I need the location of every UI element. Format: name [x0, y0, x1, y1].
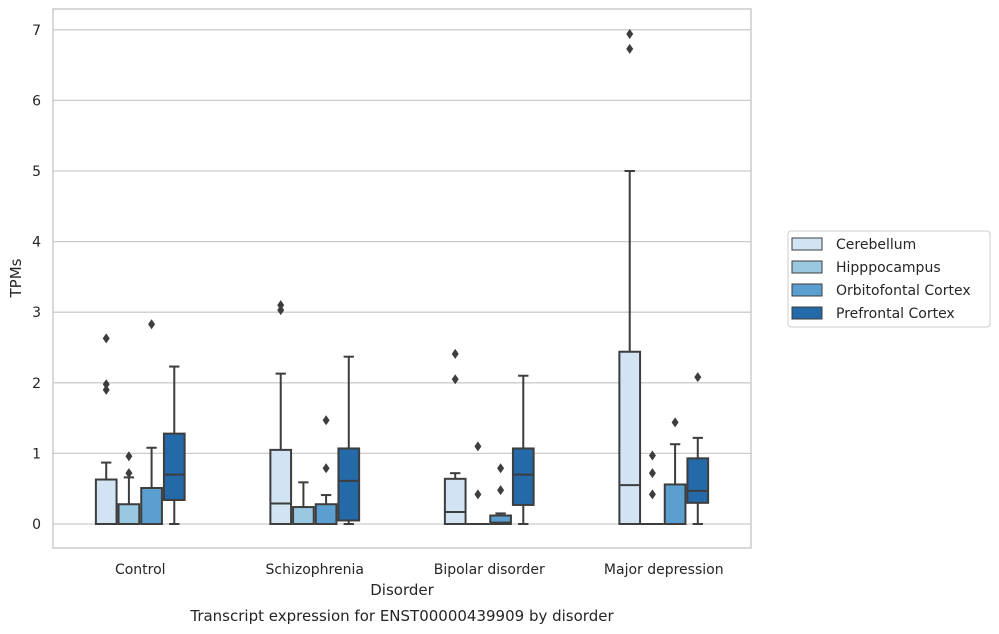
box-cerebellum	[269, 300, 293, 525]
grid-lines	[53, 29, 751, 525]
outlier-point	[648, 468, 656, 479]
outlier-point	[474, 489, 482, 500]
outlier-point	[648, 450, 656, 461]
outlier-point	[451, 348, 459, 359]
legend-label: Cerebellum	[836, 237, 916, 253]
box-iqr	[663, 483, 687, 525]
box-hipppocampus	[466, 441, 490, 526]
box-cerebellum	[618, 29, 642, 525]
legend: Cerebellum Hipppocampus Orbitofontal Corte…	[787, 230, 991, 328]
box-series	[94, 29, 710, 526]
x-axis-label: Disorder	[370, 581, 434, 599]
box-iqr	[686, 457, 710, 504]
legend-swatch	[791, 283, 823, 297]
box-iqr	[117, 503, 141, 525]
outlier-point	[648, 489, 656, 500]
legend-label: Prefrontal Cortex	[836, 306, 955, 322]
outlier-point	[497, 463, 505, 474]
y-tick-label: 1	[32, 446, 41, 462]
legend-label: Orbitofontal Cortex	[836, 283, 971, 299]
x-tick-label: Bipolar disorder	[434, 562, 545, 578]
box-prefrontal-cortex	[337, 355, 361, 525]
y-axis-label: TPMs	[7, 258, 25, 298]
outlier-point	[322, 415, 330, 426]
box-cerebellum	[443, 348, 467, 526]
box-hipppocampus	[117, 451, 141, 525]
plot-frame	[52, 8, 752, 549]
outlier-point	[322, 463, 330, 474]
y-tick-label: 6	[32, 93, 41, 109]
outlier-point	[125, 468, 133, 479]
outlier-point	[497, 485, 505, 496]
legend-label: Hipppocampus	[836, 260, 941, 276]
box-orbitofontal-cortex	[663, 417, 687, 525]
outlier-point	[626, 43, 634, 54]
box-prefrontal-cortex	[162, 365, 186, 525]
x-tick-label: Schizophrenia	[266, 562, 364, 578]
y-tick-label: 0	[32, 517, 41, 533]
box-iqr	[618, 350, 642, 525]
box-iqr	[443, 477, 467, 526]
outlier-point	[626, 29, 634, 40]
x-tick-labels: Control Schizophrenia Bipolar disorder Majo…	[115, 562, 724, 578]
y-tick-label: 3	[32, 305, 41, 321]
outlier-point	[102, 379, 110, 390]
outlier-point	[451, 374, 459, 385]
box-orbitofontal-cortex	[140, 319, 163, 525]
y-tick-label: 7	[32, 23, 41, 39]
box-prefrontal-cortex	[686, 372, 710, 525]
outlier-point	[277, 300, 285, 311]
box-iqr	[140, 486, 163, 525]
y-tick-label: 5	[32, 164, 41, 180]
box-hipppocampus	[292, 481, 315, 525]
outlier-point	[474, 441, 482, 452]
outlier-point	[148, 319, 156, 330]
box-iqr	[511, 447, 535, 506]
box-orbitofontal-cortex	[314, 415, 338, 525]
box-iqr	[489, 514, 512, 526]
outlier-point	[694, 372, 702, 383]
outlier-point	[671, 417, 679, 428]
outlier-point	[125, 451, 133, 462]
box-orbitofontal-cortex	[489, 463, 512, 526]
box-iqr	[269, 448, 293, 525]
box-iqr	[292, 506, 315, 525]
box-iqr	[162, 432, 186, 501]
y-tick-labels: 0 1 2 3 4 5 6 7	[32, 23, 41, 533]
x-tick-label: Major depression	[604, 562, 724, 578]
box-prefrontal-cortex	[511, 374, 535, 525]
y-tick-label: 2	[32, 376, 41, 392]
y-tick-label: 4	[32, 235, 41, 251]
box-iqr	[314, 503, 338, 525]
legend-swatch	[791, 237, 823, 251]
legend-swatch	[791, 306, 823, 320]
outlier-point	[102, 333, 110, 344]
x-tick-label: Control	[115, 562, 166, 578]
box-iqr	[94, 478, 118, 526]
box-cerebellum	[94, 333, 118, 526]
box-hipppocampus	[641, 450, 664, 526]
legend-frame	[787, 230, 991, 328]
legend-swatch	[791, 260, 823, 274]
box-iqr	[337, 447, 361, 522]
outlier-point	[102, 384, 110, 395]
chart-caption: Transcript expression for ENST0000043990…	[189, 607, 614, 625]
